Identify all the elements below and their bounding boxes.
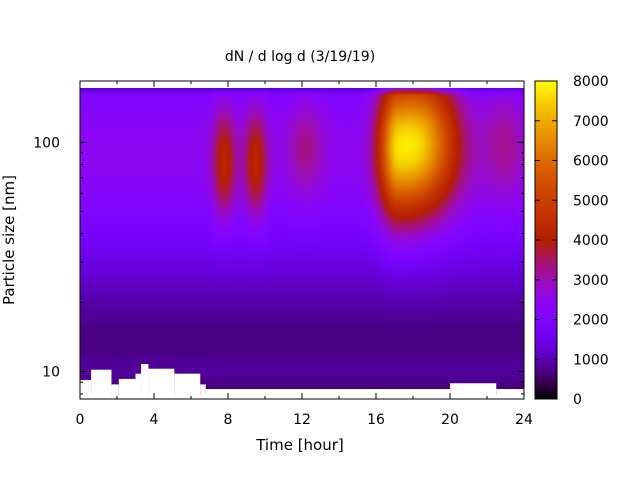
colorbar-tick-label: 2000 — [573, 313, 609, 329]
missing-data-region — [91, 369, 112, 399]
missing-data-region — [135, 373, 142, 399]
x-tick-label: 16 — [367, 412, 385, 428]
colorbar-tick-label: 6000 — [573, 154, 609, 170]
x-tick-label: 4 — [150, 412, 159, 428]
missing-data-region — [80, 379, 92, 399]
chart-title: dN / d log d (3/19/19) — [225, 49, 375, 65]
x-axis-ticks: 0 4 8 12 16 20 24 — [76, 81, 533, 428]
missing-data-region — [496, 389, 524, 399]
colorbar: 0 1000 2000 3000 4000 5000 6000 7000 8000 — [534, 74, 609, 408]
missing-data-region — [174, 373, 201, 399]
colorbar-tick-label: 7000 — [573, 114, 609, 130]
colorbar-ticks: 0 1000 2000 3000 4000 5000 6000 7000 8000 — [535, 74, 609, 408]
missing-data-region — [148, 368, 175, 399]
x-tick-label: 0 — [76, 412, 85, 428]
y-tick-label: 100 — [33, 135, 60, 151]
missing-data-region — [111, 384, 119, 399]
missing-data-region — [205, 389, 450, 399]
colorbar-tick-label: 4000 — [573, 233, 609, 249]
y-axis-ticks: 10 100 — [33, 135, 524, 395]
missing-data-region — [200, 384, 206, 399]
x-tick-label: 24 — [515, 412, 533, 428]
colorbar-tick-label: 0 — [573, 392, 582, 408]
y-axis-label: Particle size [nm] — [0, 175, 18, 305]
colorbar-gradient — [535, 81, 557, 399]
heatmap-image — [80, 88, 524, 395]
x-tick-label: 8 — [224, 412, 233, 428]
x-tick-label: 12 — [293, 412, 311, 428]
plot-area — [79, 80, 525, 400]
colorbar-tick-label: 1000 — [573, 352, 609, 368]
colorbar-tick-label: 5000 — [573, 193, 609, 209]
colorbar-tick-label: 3000 — [573, 273, 609, 289]
x-tick-label: 20 — [441, 412, 459, 428]
y-tick-label: 10 — [42, 365, 60, 381]
x-axis-label: Time [hour] — [255, 436, 344, 454]
missing-data-region — [141, 363, 149, 399]
missing-data-region — [118, 378, 136, 399]
colorbar-tick-label: 8000 — [573, 74, 609, 90]
